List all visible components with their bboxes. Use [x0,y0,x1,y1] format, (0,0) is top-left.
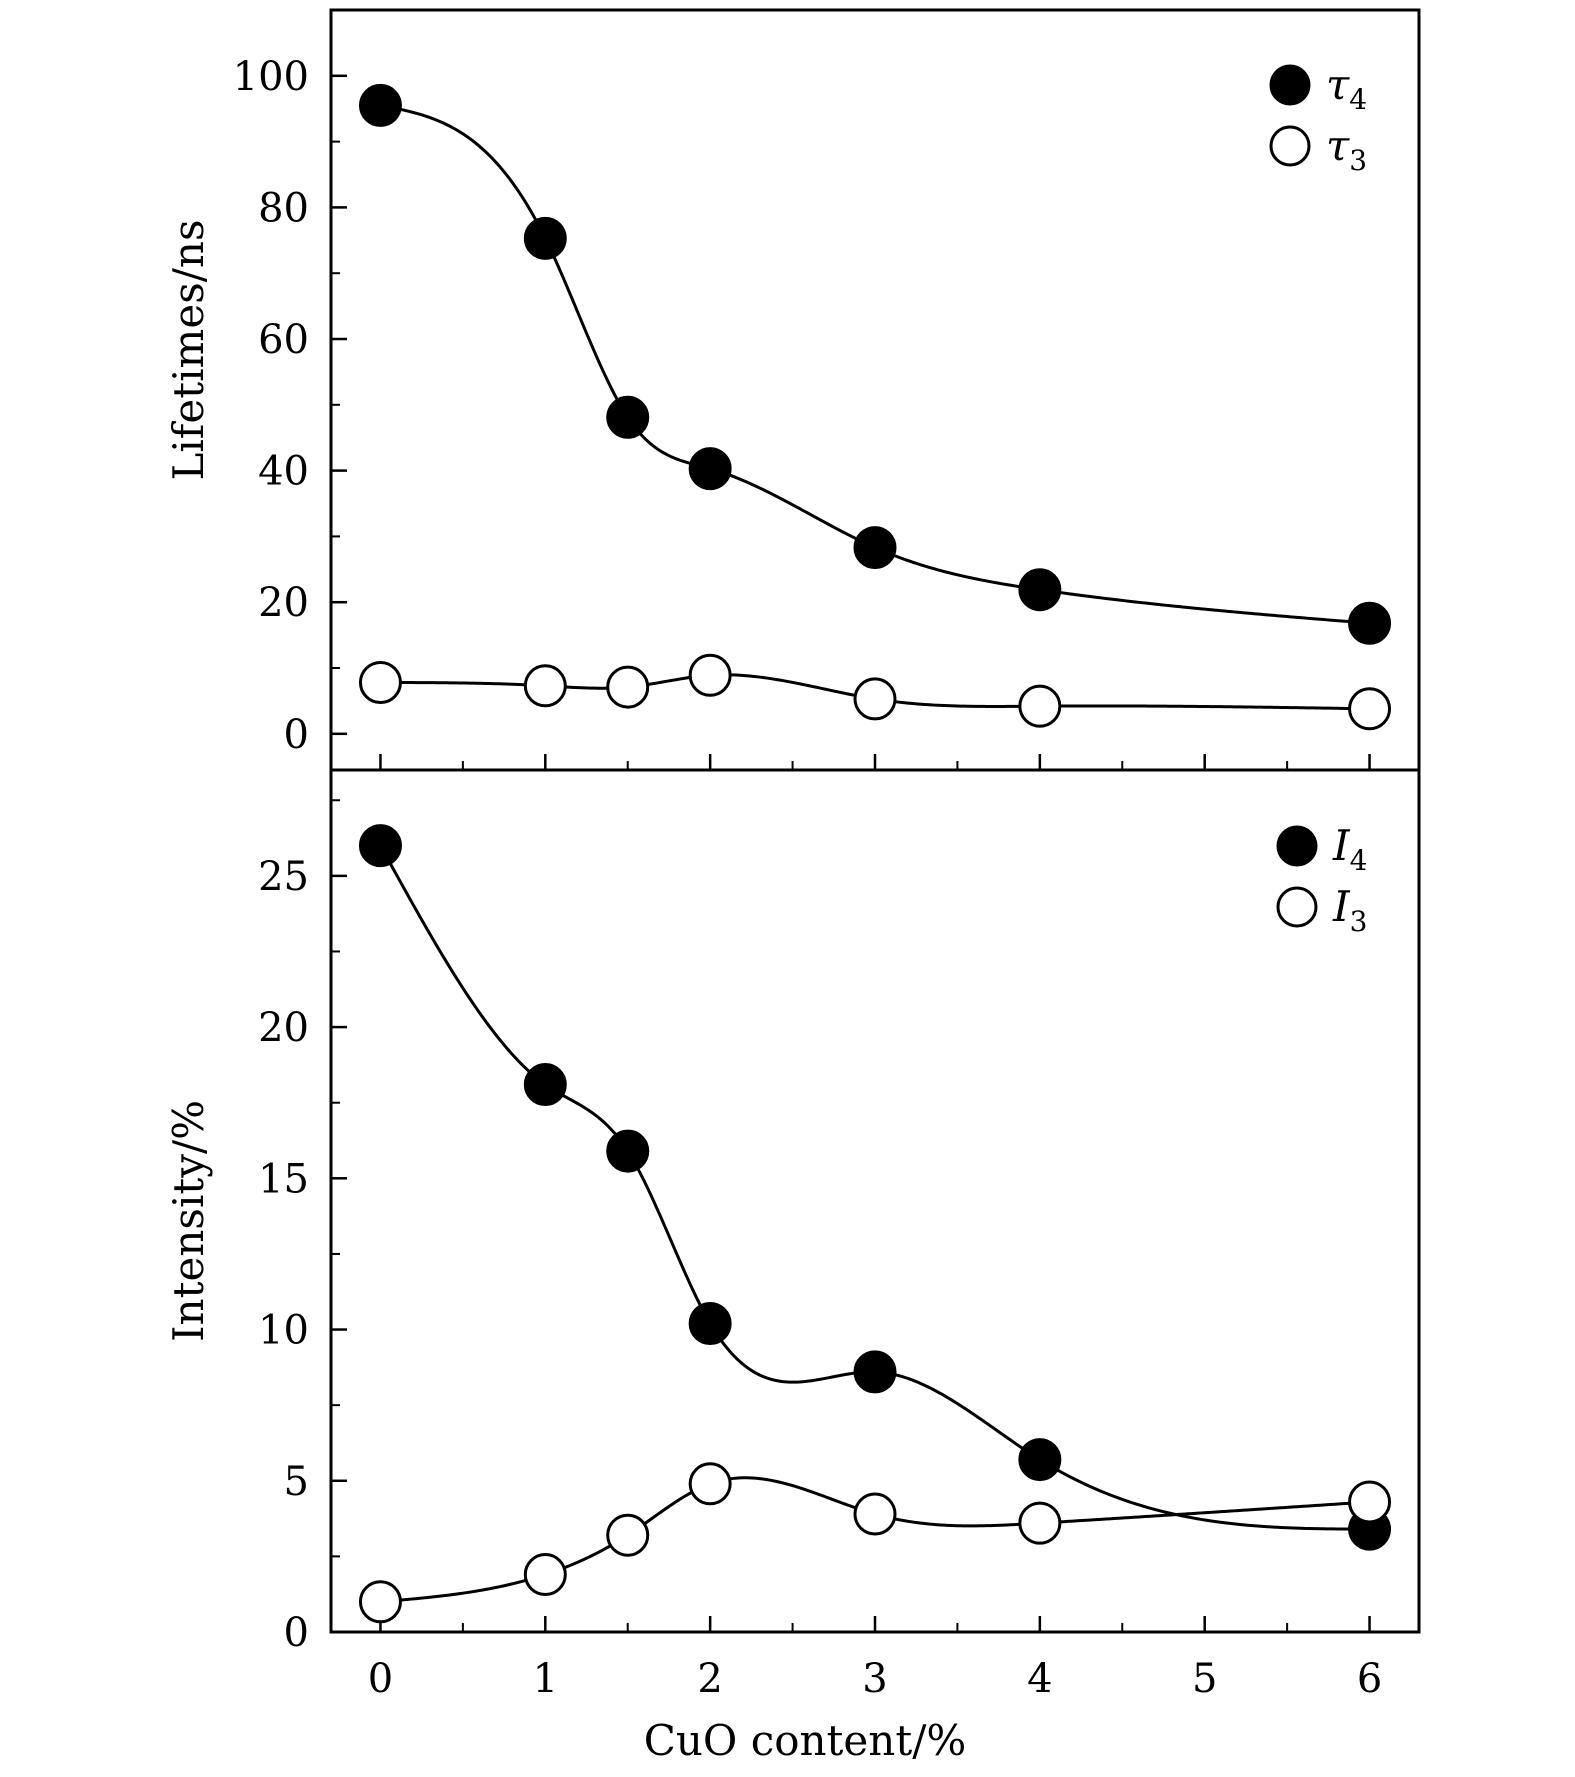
data-point-I3 [688,1462,732,1506]
y-tick-label: 10 [258,1308,309,1354]
data-point-I4 [523,1063,567,1107]
y-tick-label: 20 [258,1005,309,1051]
y-tick-label: 60 [258,317,309,363]
data-point-τ3 [606,665,650,709]
data-point-I3 [358,1580,402,1624]
plot-frame [329,8,1421,772]
legend-marker-τ4 [1269,64,1311,106]
data-point-I4 [358,824,402,868]
data-point-τ3 [523,664,567,708]
data-point-τ4 [523,216,567,260]
x-tick-label: 3 [862,1656,887,1702]
x-tick-label: 4 [1027,1656,1052,1702]
x-tick-label: 5 [1192,1656,1217,1702]
y-tick-label: 40 [258,449,309,495]
data-point-I3 [1348,1480,1392,1524]
y-tick-label: 20 [258,580,309,626]
x-tick-label: 1 [533,1656,558,1702]
data-point-I3 [606,1513,650,1557]
data-point-τ4 [1348,601,1392,645]
data-point-I4 [1018,1438,1062,1482]
data-point-τ3 [1018,684,1062,728]
legend-marker-I3 [1276,886,1318,928]
y-axis-title: Lifetimes/ns [164,219,213,480]
x-tick-label: 6 [1357,1656,1382,1702]
y-tick-label: 0 [284,1610,309,1656]
data-point-I3 [523,1553,567,1597]
series-line-I4 [379,844,1370,1531]
x-axis-title: CuO content/% [644,1716,967,1765]
data-point-τ4 [1018,568,1062,612]
data-point-τ4 [688,447,732,491]
data-point-τ3 [358,660,402,704]
data-point-τ3 [1348,687,1392,731]
data-point-τ3 [853,677,897,721]
panel-bottom: 0 5 10 15 20 25 0 1 2 3 4 5 6 CuO content/% Intensity/… [164,768,1421,1765]
x-tick-label: 2 [697,1656,722,1702]
data-point-τ4 [606,395,650,439]
y-axis-title: Intensity/% [164,1100,213,1342]
y-tick-label: 5 [284,1459,309,1505]
legend-label-I3: I3 [1332,882,1367,938]
data-point-I3 [1018,1501,1062,1545]
data-point-I3 [853,1492,897,1536]
legend-label-τ4: τ4 [1326,60,1367,116]
y-tick-label: 100 [233,54,309,100]
legend-label-τ3: τ3 [1326,121,1367,177]
y-tick-label: 15 [258,1156,309,1202]
legend-label-I4: I4 [1332,821,1367,877]
y-tick-label: 25 [258,854,309,900]
data-point-I4 [853,1350,897,1394]
x-tick-label: 0 [368,1656,393,1702]
legend-marker-τ3 [1269,125,1311,167]
legend-marker-I4 [1276,825,1318,867]
data-point-I4 [606,1129,650,1173]
data-point-τ4 [853,526,897,570]
data-point-τ4 [358,83,402,127]
data-point-I4 [688,1301,732,1345]
y-tick-label: 0 [284,712,309,758]
data-point-τ3 [688,653,732,697]
y-tick-label: 80 [258,185,309,231]
